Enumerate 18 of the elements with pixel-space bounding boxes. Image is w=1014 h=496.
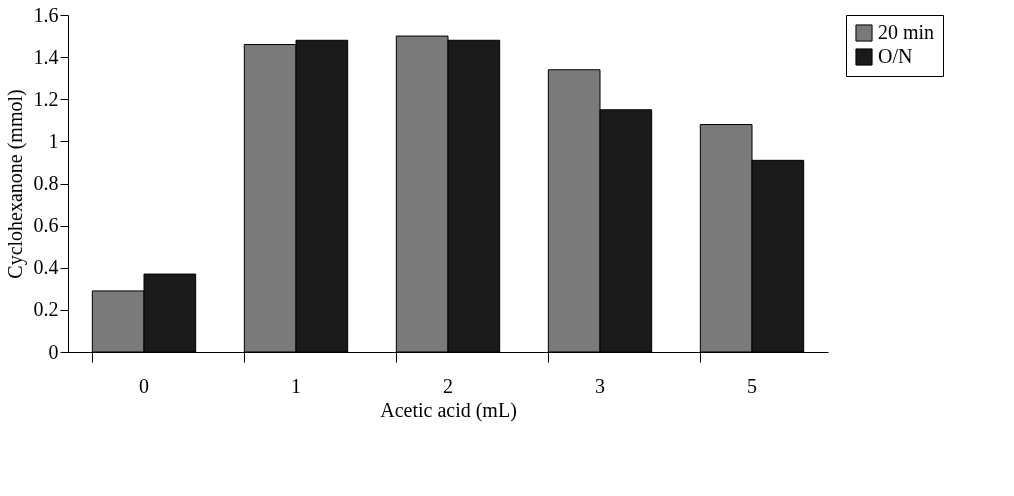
x-tick-label: 2 bbox=[443, 374, 453, 397]
x-tick-label: 0 bbox=[139, 374, 149, 397]
y-tick-label: 0.8 bbox=[33, 172, 59, 194]
legend-label: O/N bbox=[878, 45, 913, 67]
y-tick-label: 1.4 bbox=[33, 45, 59, 68]
x-axis-title: Acetic acid (mL) bbox=[380, 398, 517, 422]
y-tick-label: 1 bbox=[48, 129, 59, 152]
x-tick-label: 3 bbox=[595, 374, 605, 397]
y-tick-label: 1.6 bbox=[33, 3, 59, 26]
x-tick-label: 5 bbox=[747, 374, 757, 397]
y-tick-label: 1.2 bbox=[33, 87, 59, 110]
y-tick-label: 0 bbox=[48, 340, 59, 363]
x-tick-label: 1 bbox=[291, 374, 301, 397]
y-tick-label: 0.2 bbox=[33, 298, 59, 321]
legend-label: 20 min bbox=[878, 21, 935, 43]
y-axis-title: Cyclohexanone (mmol) bbox=[3, 89, 27, 279]
y-tick-label: 0.6 bbox=[33, 214, 59, 237]
y-tick-label: 0.4 bbox=[33, 256, 59, 279]
